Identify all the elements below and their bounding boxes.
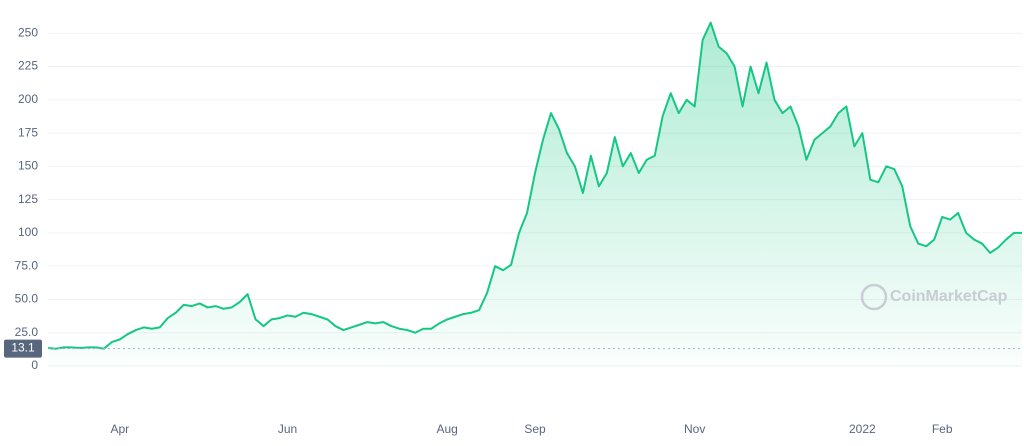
- y-tick-label: 50.0: [15, 292, 39, 306]
- area-fill: [48, 22, 1022, 366]
- y-tick-label: 125: [18, 192, 38, 206]
- x-tick-label: Apr: [111, 422, 130, 436]
- x-tick-label: Nov: [684, 422, 705, 436]
- y-tick-label: 0: [31, 358, 38, 372]
- watermark: CoinMarketCap: [890, 288, 1008, 305]
- y-tick-label: 175: [18, 125, 38, 139]
- x-tick-label: 2022: [849, 422, 876, 436]
- y-tick-label: 200: [18, 92, 38, 106]
- watermark-logo: [860, 283, 888, 311]
- y-tick-label: 75.0: [15, 258, 39, 272]
- price-line: [47, 21, 1022, 350]
- x-tick-label: Feb: [932, 422, 953, 436]
- y-tick-label: 150: [18, 159, 38, 173]
- x-tick-label: Jun: [278, 422, 297, 436]
- y-tick-label: 25.0: [15, 325, 39, 339]
- x-tick-label: Aug: [437, 422, 458, 436]
- x-tick-label: Sep: [524, 422, 546, 436]
- y-tick-label: 100: [18, 225, 38, 239]
- reference-label: 13.1: [11, 341, 35, 355]
- y-tick-label: 225: [18, 59, 38, 73]
- y-tick-label: 250: [18, 25, 38, 39]
- reference-label-bg: [4, 339, 42, 358]
